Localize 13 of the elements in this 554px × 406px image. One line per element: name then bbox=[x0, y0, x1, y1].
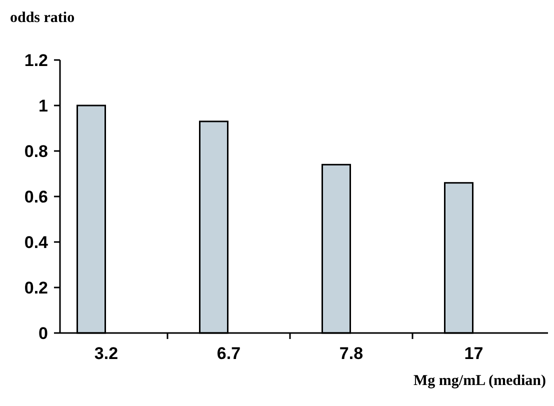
y-tick-label: 0.8 bbox=[24, 142, 48, 161]
x-tick-label: 3.2 bbox=[94, 344, 118, 363]
x-tick-label: 6.7 bbox=[216, 344, 241, 363]
x-axis-title: Mg mg/mL (median) bbox=[414, 373, 546, 389]
y-tick-label: 0.4 bbox=[24, 232, 49, 252]
y-tick-label: 0.2 bbox=[24, 278, 48, 298]
y-axis-title: odds ratio bbox=[10, 10, 75, 26]
y-tick-label: 1 bbox=[38, 96, 48, 116]
x-tick-label: 7.8 bbox=[339, 344, 364, 363]
y-tick-label: 0 bbox=[38, 324, 48, 343]
y-tick-label: 1.2 bbox=[24, 50, 48, 70]
x-tick-label: 17 bbox=[464, 344, 484, 363]
y-tick-label: 0.6 bbox=[24, 187, 48, 206]
